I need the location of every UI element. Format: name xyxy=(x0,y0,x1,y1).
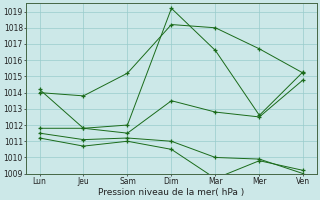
X-axis label: Pression niveau de la mer( hPa ): Pression niveau de la mer( hPa ) xyxy=(98,188,244,197)
